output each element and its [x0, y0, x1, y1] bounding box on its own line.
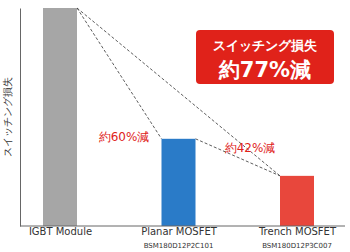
- x-tick-label: Trench MOSFET: [258, 226, 337, 237]
- sublabels: BSM180D12P2C101 BSM180D12P3C007: [144, 242, 332, 250]
- annotation: 約77%減: [218, 58, 311, 82]
- x-tick-label: IGBT Module: [29, 226, 92, 237]
- x-tick: Trench MOSFET: [258, 226, 337, 237]
- sublabel: BSM180D12P2C101: [144, 242, 214, 250]
- x-tick-label: Planar MOSFET: [141, 226, 218, 237]
- sublabel: BSM180D12P3C007: [262, 242, 332, 250]
- annotation: 約60%減: [99, 130, 150, 144]
- y-axis: [20, 9, 21, 227]
- bar: [162, 139, 196, 226]
- annotations: スイッチング損失約77%減約60%減約42%減: [99, 30, 334, 155]
- x-axis: IGBT Module Planar MOSFET Trench MOSFET: [20, 226, 345, 237]
- y-axis-line: [20, 9, 21, 227]
- bar: [43, 8, 77, 226]
- connector-line: [196, 139, 281, 176]
- chart: IGBT Module Planar MOSFET Trench MOSFET BSM…: [0, 0, 350, 252]
- x-tick: IGBT Module: [29, 226, 92, 237]
- annotation: 約42%減: [225, 141, 276, 155]
- connector-line: [77, 8, 162, 139]
- annotation: スイッチング損失: [213, 38, 318, 53]
- y-axis-title: スイッチング損失: [2, 77, 13, 157]
- annotation-box: [196, 30, 334, 84]
- x-tick: Planar MOSFET: [141, 226, 218, 237]
- bar: [280, 176, 314, 226]
